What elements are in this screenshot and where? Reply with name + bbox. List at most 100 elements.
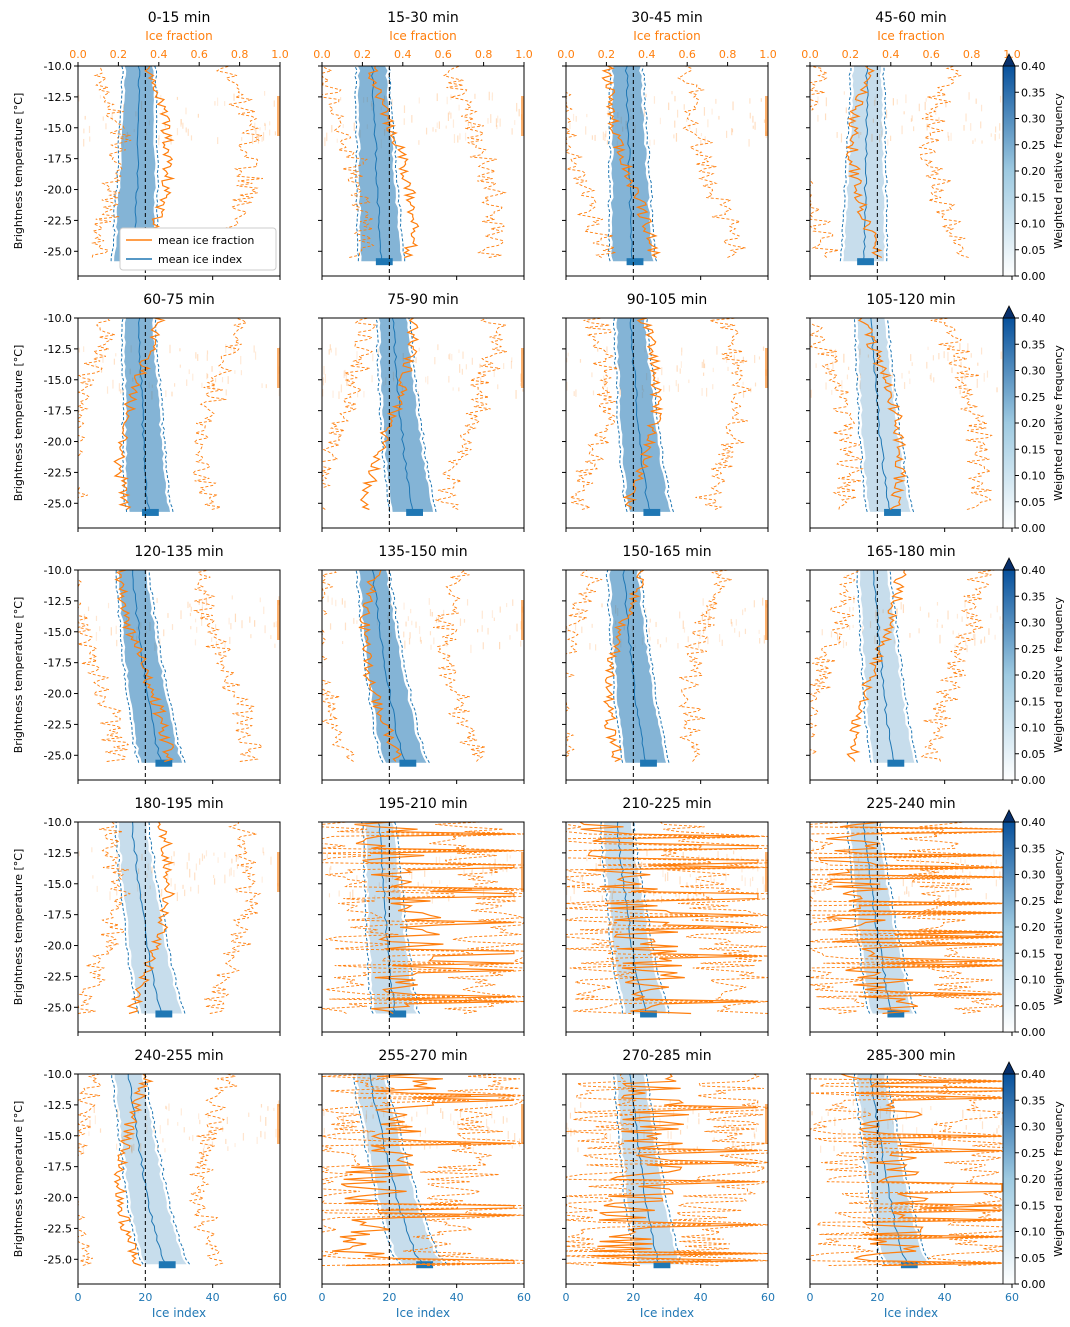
fraction-speckle bbox=[353, 122, 355, 132]
fraction-speckle bbox=[645, 93, 647, 98]
fraction-speckle bbox=[910, 1144, 912, 1152]
ice-fraction-percentile-line bbox=[810, 318, 864, 510]
x-axis-label: Ice index bbox=[396, 1306, 450, 1320]
fraction-speckle bbox=[214, 624, 217, 631]
fraction-speckle bbox=[470, 644, 472, 654]
fraction-speckle bbox=[841, 1129, 843, 1138]
fraction-speckle bbox=[643, 1130, 645, 1140]
axes-frame bbox=[565, 569, 769, 781]
fraction-speckle bbox=[213, 382, 215, 390]
fraction-speckle bbox=[911, 115, 913, 122]
fraction-speckle bbox=[595, 644, 597, 651]
fraction-speckle bbox=[944, 861, 946, 869]
fraction-speckle bbox=[960, 361, 962, 369]
fraction-speckle bbox=[935, 107, 937, 115]
fraction-speckle bbox=[827, 363, 829, 368]
y-tick-label: -12.5 bbox=[44, 847, 72, 860]
fraction-speckle bbox=[878, 609, 880, 615]
fraction-speckle bbox=[595, 863, 597, 872]
ice-fraction-percentile-line bbox=[322, 1074, 472, 1266]
fraction-speckle bbox=[763, 635, 765, 644]
fraction-speckle bbox=[417, 391, 419, 395]
fraction-speckle bbox=[664, 873, 667, 882]
fraction-speckle bbox=[418, 626, 421, 634]
fraction-speckle bbox=[686, 118, 688, 122]
fraction-speckle bbox=[518, 108, 520, 117]
top-x-tick-label: 1.0 bbox=[1003, 48, 1021, 61]
fraction-speckle bbox=[457, 1120, 459, 1129]
fraction-speckle bbox=[751, 1103, 753, 1108]
fraction-speckle bbox=[754, 382, 757, 387]
fraction-speckle bbox=[698, 640, 700, 648]
fraction-speckle bbox=[890, 627, 892, 631]
fraction-speckle bbox=[948, 895, 950, 903]
panel: 15-30 min 0.0 0.2 0.4 0.6 0.8 1.0 Ice fraction bbox=[313, 10, 533, 280]
fraction-speckle bbox=[201, 382, 203, 388]
mean-ice-fraction-line bbox=[579, 822, 759, 1015]
fraction-speckle bbox=[207, 374, 209, 378]
fraction-speckle bbox=[963, 879, 965, 885]
fraction-speckle bbox=[688, 379, 690, 384]
colorbar-extend-arrow bbox=[1002, 1061, 1016, 1075]
fraction-speckle bbox=[153, 1125, 155, 1133]
fraction-speckle bbox=[841, 380, 843, 389]
panel-grid: 0-15 min -25.0 -22.5 -20.0 -17.5 -15.0 -12.5 -1… bbox=[12, 10, 1021, 1320]
fraction-speckle bbox=[189, 603, 191, 608]
fraction-speckle bbox=[467, 121, 469, 126]
fraction-speckle bbox=[462, 351, 464, 359]
fraction-speckle bbox=[425, 376, 427, 383]
fraction-speckle bbox=[255, 127, 257, 131]
fraction-speckle bbox=[995, 859, 997, 865]
fraction-speckle bbox=[83, 346, 85, 352]
mean-ice-fraction-line bbox=[817, 822, 1003, 1015]
ice-index-frequency-band bbox=[616, 318, 671, 512]
fraction-speckle bbox=[682, 1148, 685, 1154]
fraction-speckle bbox=[221, 377, 224, 383]
fraction-speckle bbox=[927, 346, 929, 351]
fraction-speckle bbox=[227, 376, 229, 384]
fraction-speckle bbox=[885, 109, 888, 119]
fraction-speckle bbox=[874, 99, 876, 106]
fraction-speckle bbox=[228, 617, 230, 625]
ice-index-peak-cell bbox=[643, 508, 661, 516]
fraction-speckle bbox=[213, 852, 215, 856]
fraction-speckle bbox=[171, 624, 174, 630]
fraction-speckle bbox=[263, 91, 266, 96]
fraction-speckle bbox=[88, 125, 91, 134]
y-tick-label: -22.5 bbox=[44, 970, 72, 983]
fraction-speckle bbox=[262, 132, 265, 141]
fraction-speckle bbox=[1000, 1117, 1002, 1126]
fraction-speckle bbox=[659, 644, 662, 648]
ice-index-frequency-band bbox=[843, 66, 885, 262]
fraction-speckle bbox=[167, 1118, 169, 1126]
fraction-speckle bbox=[892, 1117, 894, 1125]
panel-plot-area bbox=[810, 66, 1012, 276]
panel: 120-135 min -25.0 -22.5 -20.0 -17.5 -15.0 -12.… bbox=[12, 544, 281, 784]
fraction-speckle bbox=[840, 862, 842, 866]
fraction-speckle bbox=[717, 851, 719, 860]
fraction-speckle bbox=[496, 125, 498, 130]
fraction-speckle bbox=[208, 1131, 210, 1136]
fraction-speckle bbox=[903, 111, 905, 115]
fraction-speckle bbox=[918, 103, 920, 112]
fraction-speckle bbox=[947, 856, 949, 861]
top-x-tick-label: 0.0 bbox=[801, 48, 819, 61]
fraction-speckle bbox=[601, 603, 603, 608]
fraction-speckle bbox=[236, 864, 239, 869]
ice-index-percentile-line bbox=[355, 570, 384, 763]
fraction-speckle bbox=[742, 356, 745, 364]
colorbar-tick-label: 0.05 bbox=[1021, 244, 1046, 257]
fraction-speckle bbox=[852, 1100, 854, 1106]
colorbar-tick-label: 0.15 bbox=[1021, 191, 1046, 204]
fraction-speckle bbox=[229, 636, 231, 644]
ice-index-peak-cell bbox=[389, 1010, 407, 1018]
ice-index-percentile-line bbox=[115, 570, 140, 763]
colorbar-tick-label: 0.05 bbox=[1021, 1000, 1046, 1013]
colorbar-tick-label: 0.10 bbox=[1021, 1226, 1046, 1239]
fraction-speckle bbox=[874, 364, 877, 373]
ice-index-frequency-band bbox=[118, 822, 182, 1014]
fraction-speckle bbox=[513, 896, 516, 900]
panel: 255-270 min 0 20 40 60 Ice index bbox=[318, 1048, 531, 1320]
fraction-speckle bbox=[345, 373, 347, 382]
fraction-speckle bbox=[911, 881, 913, 887]
